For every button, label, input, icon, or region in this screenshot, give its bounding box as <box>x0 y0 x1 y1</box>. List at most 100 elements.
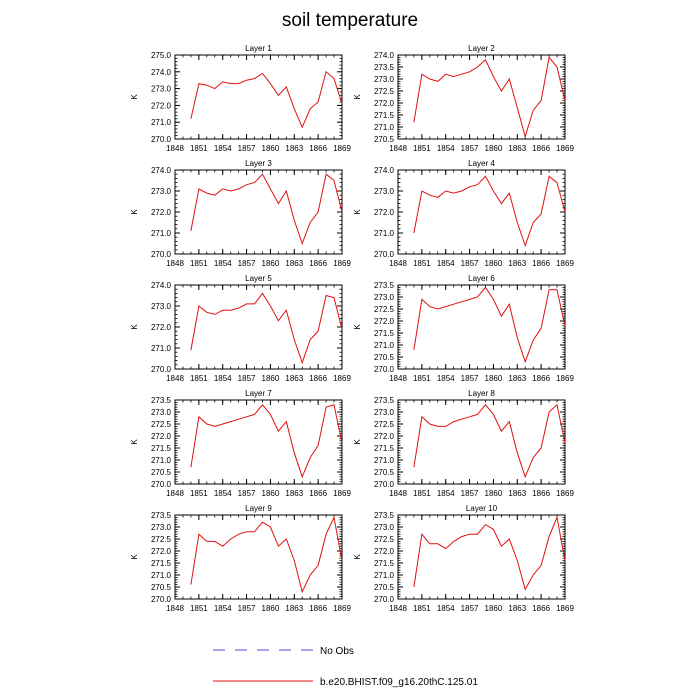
y-tick-label: 273.0 <box>151 187 172 196</box>
panel-layer-10: Layer 10 1848 1851 1854 1857 1860 1863 1866 1869… <box>353 504 574 613</box>
x-tick-label: 1854 <box>437 604 455 613</box>
y-tick-label: 271.5 <box>151 444 172 453</box>
panel-title: Layer 7 <box>245 389 272 398</box>
x-tick-label: 1869 <box>556 489 574 498</box>
x-tick-label: 1854 <box>214 374 232 383</box>
y-tick-label: 272.0 <box>151 323 172 332</box>
x-tick-label: 1860 <box>485 259 503 268</box>
x-tick-label: 1860 <box>262 374 280 383</box>
y-tick-label: 272.0 <box>374 208 395 217</box>
x-tick-label: 1866 <box>532 259 550 268</box>
panel-layer-7: Layer 7 1848 1851 1854 1857 1860 1863 1866 1869 2… <box>130 389 351 498</box>
x-tick-label: 1860 <box>485 604 503 613</box>
x-tick-label: 1848 <box>166 604 184 613</box>
y-tick-label: 271.0 <box>374 123 395 132</box>
series-line <box>413 286 566 364</box>
x-tick-label: 1851 <box>190 259 208 268</box>
series-line <box>190 173 343 245</box>
x-tick-label: 1848 <box>389 259 407 268</box>
panel-title: Layer 1 <box>245 44 272 53</box>
y-tick-label: 274.0 <box>151 281 172 290</box>
x-tick-label: 1860 <box>485 489 503 498</box>
panel-layer-2: Layer 2 1848 1851 1854 1857 1860 1863 1866 1869 2… <box>353 44 574 153</box>
x-tick-label: 1869 <box>556 259 574 268</box>
y-tick-label: 274.0 <box>151 68 172 77</box>
y-axis-label: K <box>130 209 139 215</box>
y-tick-label: 274.0 <box>151 166 172 175</box>
page-title: soil temperature <box>281 10 419 31</box>
panel-layer-1: Layer 1 1848 1851 1854 1857 1860 1863 1866 1869 2… <box>130 44 351 153</box>
x-tick-label: 1857 <box>461 374 479 383</box>
x-tick-label: 1854 <box>214 259 232 268</box>
y-tick-label: 275.0 <box>151 51 172 60</box>
legend-label-model: b.e20.BHIST.f09_g16.20thC.125.01 <box>320 677 478 688</box>
x-tick-label: 1854 <box>437 144 455 153</box>
y-axis-label: K <box>130 554 139 560</box>
x-tick-label: 1857 <box>461 604 479 613</box>
y-tick-label: 270.5 <box>374 468 395 477</box>
x-tick-label: 1851 <box>413 374 431 383</box>
x-tick-label: 1866 <box>532 604 550 613</box>
y-tick-label: 271.0 <box>374 571 395 580</box>
x-tick-label: 1857 <box>238 374 256 383</box>
x-tick-label: 1863 <box>285 374 303 383</box>
x-tick-label: 1866 <box>309 144 327 153</box>
y-axis-label: K <box>353 439 362 445</box>
y-tick-label: 272.5 <box>374 535 395 544</box>
panel-title: Layer 8 <box>468 389 495 398</box>
y-axis-label: K <box>130 439 139 445</box>
y-tick-label: 273.0 <box>151 85 172 94</box>
y-tick-label: 270.0 <box>151 595 172 604</box>
y-tick-label: 273.5 <box>374 63 395 72</box>
y-tick-label: 271.0 <box>151 118 172 127</box>
y-tick-label: 272.0 <box>151 208 172 217</box>
y-tick-label: 272.0 <box>151 101 172 110</box>
panel-title: Layer 6 <box>468 274 495 283</box>
x-tick-label: 1851 <box>413 489 431 498</box>
x-tick-label: 1866 <box>309 489 327 498</box>
plot-frame <box>174 514 343 600</box>
y-tick-label: 273.5 <box>374 511 395 520</box>
x-tick-label: 1851 <box>190 144 208 153</box>
panel-layer-8: Layer 8 1848 1851 1854 1857 1860 1863 1866 1869 2… <box>353 389 574 498</box>
y-axis-label: K <box>353 554 362 560</box>
plot-frame <box>397 284 566 370</box>
x-tick-label: 1851 <box>190 489 208 498</box>
x-tick-label: 1869 <box>333 489 351 498</box>
series-line <box>190 404 343 479</box>
x-tick-label: 1854 <box>437 259 455 268</box>
series-line <box>413 175 566 248</box>
y-tick-label: 272.5 <box>151 420 172 429</box>
panel-title: Layer 4 <box>468 159 495 168</box>
series-line <box>190 515 343 594</box>
x-tick-label: 1848 <box>166 374 184 383</box>
x-tick-label: 1866 <box>309 374 327 383</box>
y-tick-label: 270.0 <box>151 480 172 489</box>
panel-layer-9: Layer 9 1848 1851 1854 1857 1860 1863 1866 1869 2… <box>130 504 351 613</box>
y-tick-label: 270.0 <box>151 250 172 259</box>
y-tick-label: 273.0 <box>374 187 395 196</box>
y-tick-label: 271.0 <box>374 456 395 465</box>
x-tick-label: 1866 <box>532 374 550 383</box>
x-tick-label: 1854 <box>214 489 232 498</box>
x-tick-label: 1848 <box>389 604 407 613</box>
plot-frame <box>397 514 566 600</box>
y-tick-label: 273.0 <box>374 523 395 532</box>
x-tick-label: 1869 <box>333 259 351 268</box>
x-tick-label: 1860 <box>262 144 280 153</box>
x-tick-label: 1848 <box>166 144 184 153</box>
y-tick-label: 273.5 <box>374 281 395 290</box>
x-tick-label: 1863 <box>285 144 303 153</box>
y-tick-label: 271.5 <box>374 111 395 120</box>
y-tick-label: 271.0 <box>151 344 172 353</box>
y-tick-label: 272.5 <box>151 535 172 544</box>
y-tick-label: 272.0 <box>374 547 395 556</box>
x-tick-label: 1851 <box>413 144 431 153</box>
x-tick-label: 1860 <box>485 144 503 153</box>
y-axis-label: K <box>130 324 139 330</box>
y-tick-label: 273.0 <box>151 302 172 311</box>
x-tick-label: 1863 <box>285 604 303 613</box>
x-tick-label: 1863 <box>508 374 526 383</box>
x-tick-label: 1860 <box>262 489 280 498</box>
